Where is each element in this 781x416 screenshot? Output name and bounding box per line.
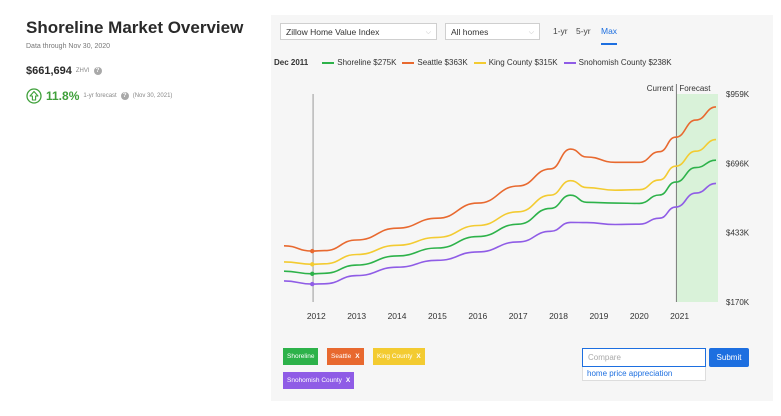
legend-item-shoreline: Shoreline $275K: [322, 58, 396, 67]
zhvi-label: ZHVI: [75, 68, 90, 74]
home-type-select-value: All homes: [451, 27, 489, 37]
compare-input[interactable]: [582, 348, 706, 367]
chip-seattle[interactable]: Seattle X: [327, 348, 364, 365]
y-tick-label: $170K: [726, 298, 750, 307]
y-tick-label: $433K: [726, 229, 750, 238]
remove-chip-icon[interactable]: X: [416, 353, 421, 360]
forecast-row: 11.8% 1-yr forecast ? (Nov 30, 2021): [26, 88, 172, 104]
forecast-label: Forecast: [679, 84, 711, 93]
chip-snohomish-county[interactable]: Snohomish County X: [283, 372, 355, 389]
forecast-value: 11.8%: [46, 89, 80, 103]
forecast-label: 1-yr forecast: [83, 93, 117, 99]
legend-item-snohomish-county: Snohomish County $238K: [563, 58, 672, 67]
chip-label: King County: [377, 353, 413, 360]
series-line-shoreline: [283, 159, 717, 275]
legend-item-king-county: King County $315K: [473, 58, 558, 67]
home-value-line-chart[interactable]: Current Forecast $170K $433K $696K $959K 2012 2…: [271, 70, 773, 330]
range-max-tab[interactable]: Max: [601, 23, 618, 45]
data-through-label: Data through Nov 30, 2020: [26, 43, 111, 50]
series-line-seattle: [283, 106, 717, 252]
current-label: Current: [647, 84, 674, 93]
x-tick-label: 2018: [549, 311, 568, 321]
chip-label: Shoreline: [287, 353, 315, 360]
x-tick-label: 2016: [468, 311, 487, 321]
legend-swatch: [402, 61, 415, 64]
zhvi-value: $661,694: [26, 65, 72, 77]
index-select[interactable]: Zillow Home Value Index ⌵: [280, 23, 437, 40]
legend-label: Shoreline $275K: [337, 58, 397, 67]
legend-label: Seattle $363K: [417, 58, 468, 67]
page-title: Shoreline Market Overview: [26, 18, 244, 37]
legend-label: Snohomish County $238K: [578, 58, 672, 67]
x-tick-label: 2013: [347, 311, 366, 321]
chip-shoreline[interactable]: Shoreline: [283, 348, 319, 365]
chevron-down-icon: ⌵: [528, 29, 534, 36]
legend-label: King County $315K: [488, 58, 558, 67]
legend-date: Dec 2011: [274, 58, 309, 67]
forecast-date: (Nov 30, 2021): [132, 93, 173, 99]
chip-label: Snohomish County: [287, 377, 342, 384]
x-tick-label: 2014: [388, 311, 407, 321]
series-line-king-county: [283, 138, 717, 266]
hover-point-snohomish-county: [310, 281, 315, 287]
index-select-value: Zillow Home Value Index: [286, 27, 380, 37]
chip-king-county[interactable]: King County X: [373, 348, 425, 365]
compare-suggestion[interactable]: home price appreciation: [582, 367, 706, 381]
legend-swatch: [473, 61, 486, 64]
arrow-up-icon: [26, 88, 42, 104]
legend-swatch: [563, 61, 576, 64]
forecast-region: [676, 94, 718, 302]
legend-item-seattle: Seattle $363K: [402, 58, 468, 67]
y-tick-label: $959K: [726, 90, 750, 99]
x-tick-label: 2019: [589, 311, 608, 321]
hover-point-seattle: [310, 248, 315, 254]
hover-point-king-county: [310, 262, 315, 267]
chart-legend: Dec 2011 Shoreline $275K Seattle $363K K…: [274, 58, 678, 67]
legend-swatch: [322, 61, 335, 64]
help-icon[interactable]: ?: [120, 92, 129, 100]
submit-button[interactable]: Submit: [709, 348, 749, 367]
x-tick-label: 2020: [630, 311, 649, 321]
help-icon[interactable]: ?: [93, 67, 102, 75]
remove-chip-icon[interactable]: X: [355, 353, 360, 360]
x-tick-label: 2021: [670, 311, 689, 321]
range-5yr-tab[interactable]: 5-yr: [576, 26, 591, 36]
x-tick-label: 2015: [428, 311, 447, 321]
zhvi-row: $661,694 ZHVI ?: [26, 65, 102, 77]
range-1yr-tab[interactable]: 1-yr: [553, 26, 568, 36]
x-tick-label: 2017: [509, 311, 528, 321]
series-line-snohomish-county: [283, 182, 717, 285]
x-tick-label: 2012: [307, 311, 326, 321]
home-type-select[interactable]: All homes ⌵: [445, 23, 540, 40]
remove-chip-icon[interactable]: X: [345, 377, 351, 384]
hover-point-shoreline: [310, 271, 315, 276]
y-tick-label: $696K: [726, 159, 750, 168]
chevron-down-icon: ⌵: [425, 29, 431, 36]
chip-label: Seattle: [331, 353, 352, 360]
